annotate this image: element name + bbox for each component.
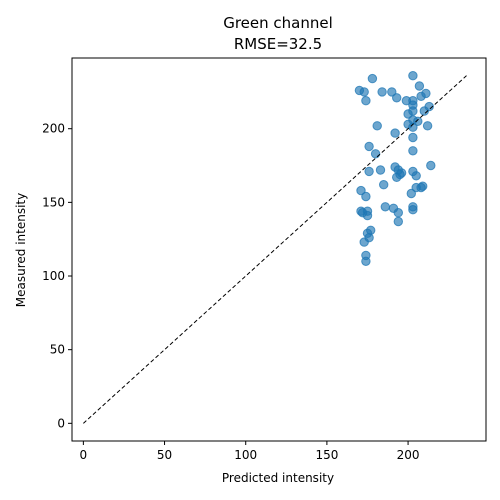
data-point — [367, 73, 378, 84]
data-point — [361, 256, 371, 266]
data-point — [393, 208, 403, 218]
x-tick-label: 200 — [397, 448, 420, 462]
data-point — [413, 116, 423, 127]
data-point — [408, 122, 418, 132]
data-point — [356, 185, 366, 196]
data-point — [364, 141, 374, 152]
data-point — [361, 96, 371, 106]
data-point — [418, 181, 428, 191]
y-tick-label: 150 — [42, 195, 65, 209]
x-axis-label: Predicted intensity — [222, 471, 334, 485]
data-point — [390, 128, 400, 138]
data-point — [416, 91, 426, 102]
data-point — [426, 160, 436, 171]
data-point — [392, 93, 402, 103]
x-axis-ticks: 0 50 100 150 200 — [80, 441, 420, 462]
identity-reference-line — [83, 75, 467, 424]
data-point — [387, 87, 397, 97]
data-point — [392, 172, 402, 183]
data-point — [377, 87, 387, 97]
chart-title: Green channel — [223, 14, 333, 32]
data-point — [393, 216, 403, 227]
y-tick-label: 200 — [42, 122, 65, 136]
data-point — [424, 101, 434, 112]
data-point — [408, 71, 418, 81]
plot-frame — [71, 57, 487, 442]
x-tick-label: 100 — [234, 448, 257, 462]
y-axis-label: Measured intensity — [14, 193, 28, 307]
data-point — [414, 81, 425, 91]
x-tick-label: 150 — [315, 448, 338, 462]
data-point — [359, 237, 369, 247]
x-tick-label: 0 — [80, 448, 88, 462]
data-point — [380, 202, 390, 212]
y-axis-ticks: 0 50 100 150 200 — [42, 122, 72, 430]
data-point — [372, 121, 382, 131]
data-point — [408, 202, 418, 212]
data-point — [362, 210, 373, 221]
data-point — [375, 165, 386, 175]
y-tick-label: 0 — [57, 416, 65, 430]
points-layer — [354, 71, 436, 266]
data-point — [379, 180, 389, 190]
data-point — [406, 188, 416, 199]
data-point — [364, 166, 374, 177]
data-point — [359, 87, 369, 97]
data-point — [422, 121, 433, 131]
chart-subtitle: RMSE=32.5 — [234, 35, 322, 53]
data-point — [408, 132, 418, 143]
data-point — [411, 171, 421, 181]
x-tick-label: 50 — [157, 448, 172, 462]
data-point — [370, 149, 381, 159]
data-point — [408, 146, 418, 156]
y-tick-label: 50 — [50, 343, 65, 357]
y-tick-label: 100 — [42, 269, 65, 283]
data-point — [361, 191, 371, 202]
